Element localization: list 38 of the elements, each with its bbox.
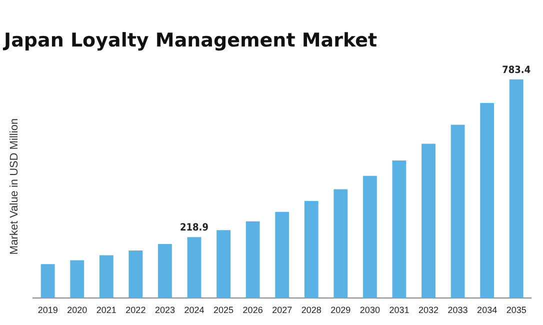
- bar: [422, 144, 436, 298]
- bar: [304, 201, 318, 298]
- x-tick-label: 2033: [448, 305, 468, 316]
- bar: [450, 124, 465, 298]
- bar: [216, 230, 230, 298]
- bar: [128, 250, 143, 298]
- bar: [509, 79, 524, 298]
- x-tick-label: 2024: [184, 305, 204, 316]
- x-tick-label: 2030: [360, 305, 380, 316]
- bar: [187, 237, 202, 298]
- bar: [40, 264, 55, 298]
- x-tick-label: 2028: [301, 305, 322, 316]
- x-tick-label: 2031: [389, 305, 410, 316]
- bar: [362, 176, 377, 298]
- x-tick-label: 2020: [67, 305, 88, 316]
- bar: [480, 103, 494, 298]
- x-tick-label: 2022: [126, 305, 146, 316]
- chart-title: Japan Loyalty Management Market: [2, 29, 378, 52]
- x-tick-label: 2023: [154, 305, 175, 316]
- x-tick-label: 2032: [418, 305, 439, 316]
- data-label: 218.9: [180, 222, 208, 234]
- bar: [99, 255, 114, 298]
- x-tick-label: 2034: [477, 305, 498, 316]
- x-tick-label: 2026: [242, 305, 263, 316]
- x-tick-label: 2021: [96, 305, 116, 316]
- x-tick-label: 2027: [272, 305, 292, 316]
- data-label: 783.4: [502, 65, 531, 76]
- bar: [275, 212, 290, 298]
- x-tick-label: 2029: [330, 305, 351, 316]
- bar: [334, 189, 348, 298]
- bar: [392, 160, 406, 298]
- y-axis-title: Market Value in USD Million: [8, 118, 21, 255]
- x-tick-label: 2035: [506, 305, 526, 316]
- x-tick-label: 2025: [214, 305, 234, 316]
- x-tick-label: 2019: [38, 305, 58, 316]
- bar: [158, 244, 172, 298]
- bar: [246, 221, 260, 298]
- bar: [70, 260, 84, 298]
